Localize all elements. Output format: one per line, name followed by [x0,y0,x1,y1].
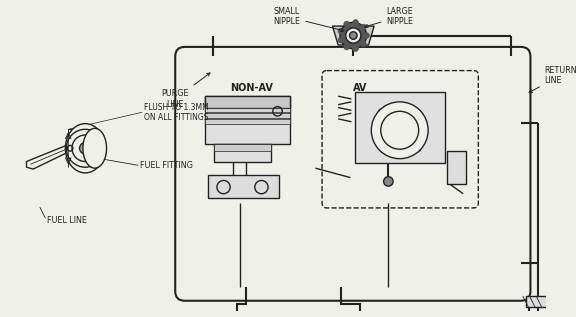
Circle shape [66,129,104,167]
Circle shape [340,22,366,49]
Bar [355,92,445,163]
Bar [214,144,271,151]
Bar [214,144,271,162]
Bar [209,175,279,198]
Bar [204,113,290,118]
Circle shape [79,143,91,154]
Text: PURGE
LINE: PURGE LINE [161,73,210,109]
Ellipse shape [65,124,105,173]
Text: NON-AV: NON-AV [230,83,273,93]
Circle shape [344,21,350,27]
Bar [447,151,466,184]
Bar [204,107,290,112]
Bar [526,296,547,307]
Circle shape [384,177,393,186]
Text: FUEL LINE: FUEL LINE [0,316,1,317]
Text: FLUSH TO 1.3MM
ON ALL FITTINGS: FLUSH TO 1.3MM ON ALL FITTINGS [144,103,209,122]
Bar [204,96,290,107]
Bar [204,119,290,124]
Text: RETURN
LINE: RETURN LINE [529,66,576,93]
Polygon shape [26,146,66,169]
Circle shape [361,41,366,47]
Circle shape [353,46,358,51]
Circle shape [338,28,344,34]
Text: LARGE
NIPPLE: LARGE NIPPLE [365,7,414,28]
Text: SMALL
NIPPLE: SMALL NIPPLE [274,7,344,32]
Circle shape [361,24,366,30]
Circle shape [338,37,344,43]
Circle shape [350,32,357,39]
Text: FUEL LINE: FUEL LINE [47,216,87,225]
Text: FUEL FITTING: FUEL FITTING [140,161,193,170]
Circle shape [372,102,428,159]
Circle shape [353,20,358,25]
Circle shape [344,44,350,50]
Bar [204,96,290,144]
Polygon shape [332,26,374,45]
Circle shape [346,28,361,43]
Ellipse shape [83,128,107,168]
Circle shape [363,33,369,38]
Text: AV: AV [353,83,367,93]
